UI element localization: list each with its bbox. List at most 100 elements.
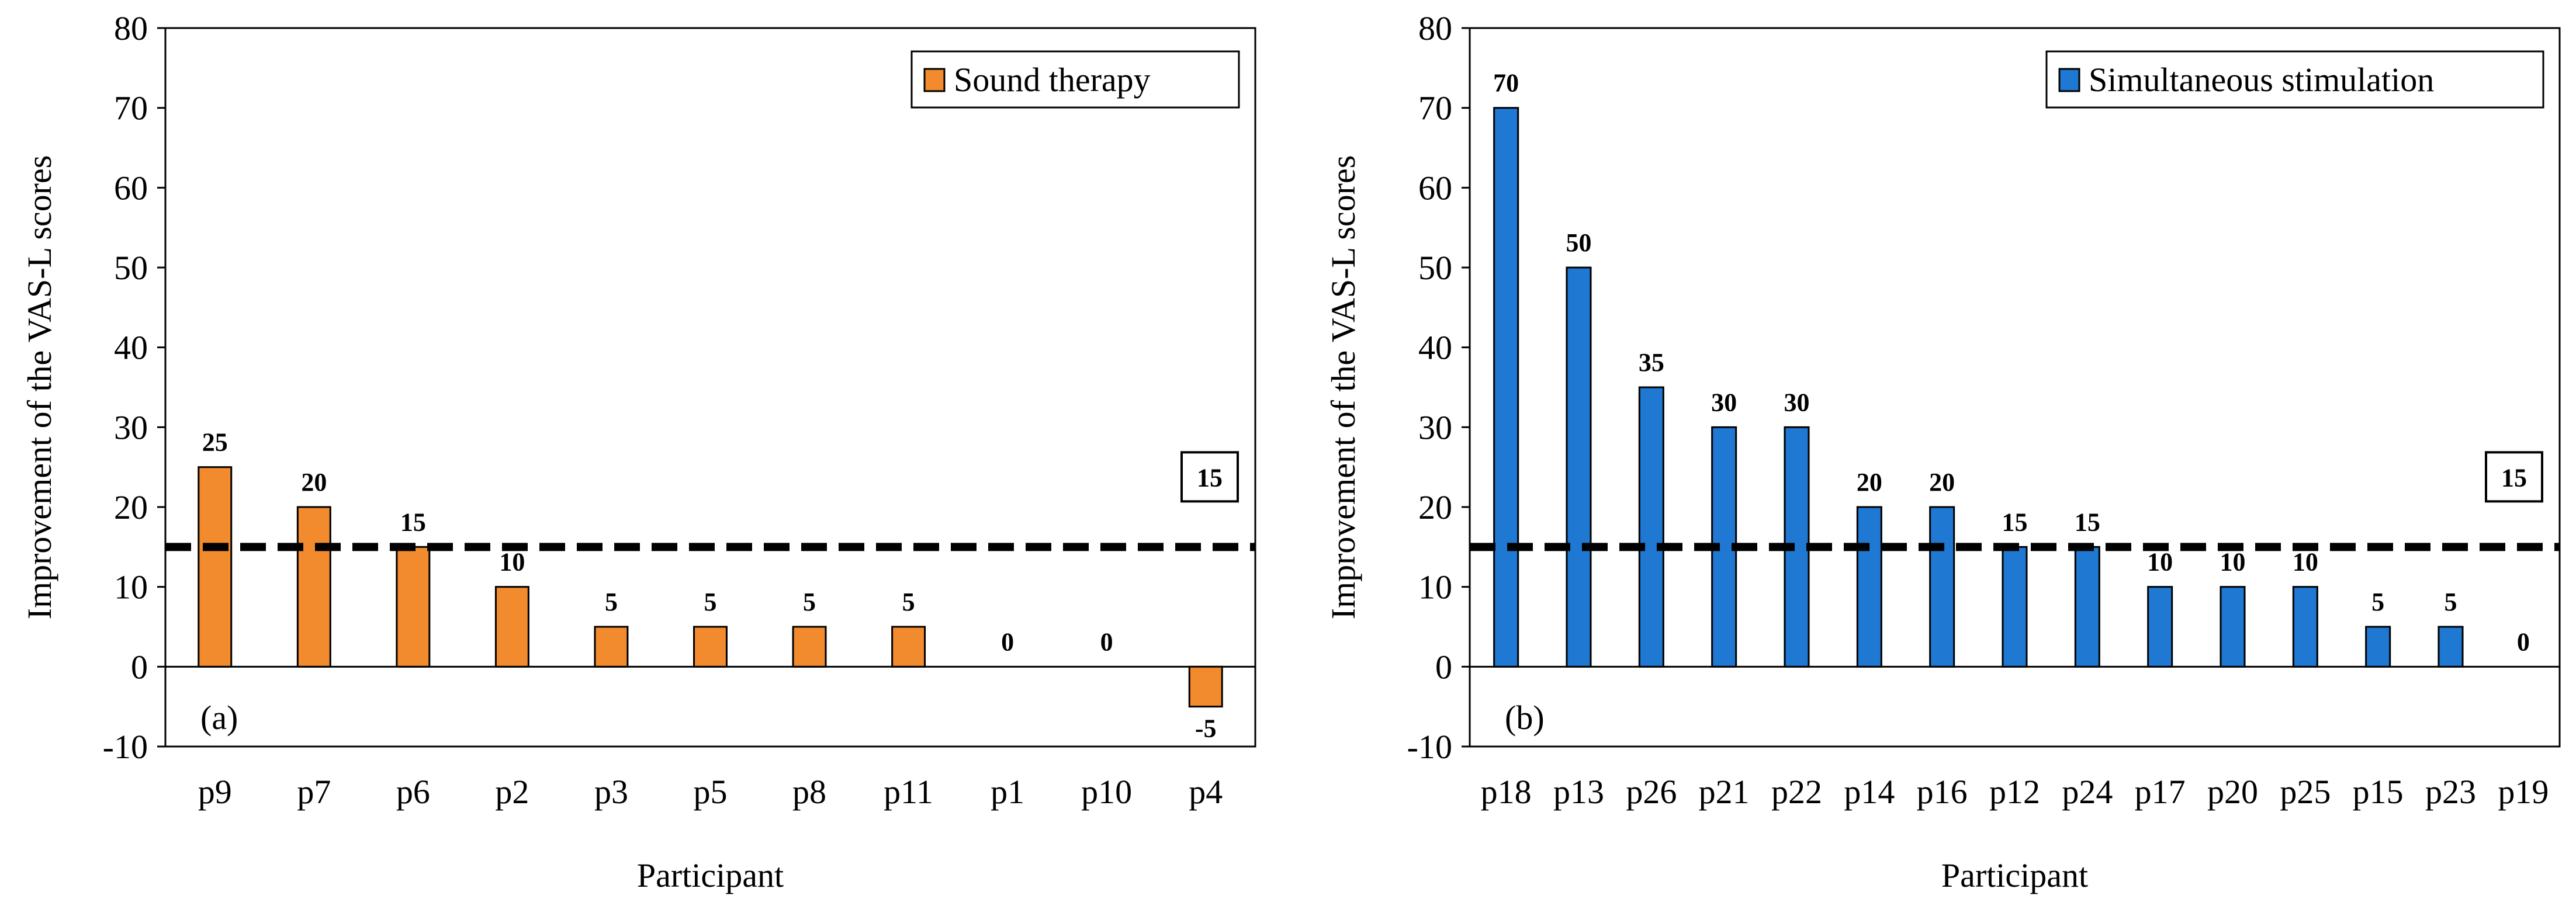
- chart-panel-a: 80706050403020100-1025p920p715p610p25p35…: [20, 9, 1256, 894]
- y-axis-title: Improvement of the VAS-L scores: [20, 155, 58, 620]
- x-tick-label-p5: p5: [694, 773, 728, 811]
- data-label-p2: 10: [499, 548, 525, 577]
- x-tick-label-p19: p19: [2498, 773, 2549, 811]
- bar-p14: [1856, 506, 1882, 668]
- data-label-p7: 20: [301, 468, 327, 497]
- y-tick-label: 60: [114, 169, 148, 207]
- chart-panel-b: 80706050403020100-1070p1850p1335p2630p21…: [1324, 9, 2561, 894]
- x-tick-label-p8: p8: [792, 773, 826, 811]
- x-tick-label-p24: p24: [2062, 773, 2113, 811]
- data-label-p5: 5: [704, 588, 717, 616]
- y-tick-label: 30: [1418, 408, 1452, 446]
- x-tick-label-p26: p26: [1626, 773, 1677, 811]
- data-label-p11: 5: [902, 588, 915, 616]
- data-label-p10: 0: [1100, 627, 1113, 656]
- panel-label: (b): [1505, 699, 1545, 737]
- data-label-p26: 35: [1639, 348, 1664, 377]
- y-tick-label: -10: [1407, 728, 1452, 766]
- x-tick-label-p7: p7: [297, 773, 331, 811]
- data-label-p17: 10: [2147, 548, 2173, 577]
- x-tick-label-p10: p10: [1081, 773, 1132, 811]
- data-label-p13: 50: [1566, 228, 1592, 257]
- y-tick-label: 60: [1418, 169, 1452, 207]
- y-tick-label: 0: [1435, 648, 1452, 686]
- bar-p3: [594, 626, 629, 668]
- bar-p12: [2002, 546, 2028, 668]
- y-tick-label: 40: [114, 329, 148, 367]
- plot-frame: [1469, 27, 2561, 748]
- data-label-p18: 70: [1493, 69, 1519, 98]
- bar-p23: [2437, 626, 2464, 668]
- data-label-p9: 25: [202, 428, 228, 457]
- threshold-label-box: [1180, 451, 1239, 503]
- bar-p4: [1188, 665, 1223, 708]
- threshold-label: 15: [2501, 463, 2527, 492]
- y-tick-label: 70: [114, 89, 148, 127]
- x-axis-title: Participant: [637, 856, 784, 894]
- x-tick-label-p1: p1: [991, 773, 1024, 811]
- bar-p24: [2074, 546, 2100, 668]
- bar-p6: [396, 546, 431, 668]
- data-label-p16: 20: [1929, 468, 1955, 497]
- data-label-p21: 30: [1711, 388, 1737, 416]
- bar-p11: [891, 626, 926, 668]
- x-tick-label-p20: p20: [2207, 773, 2258, 811]
- x-tick-label-p2: p2: [495, 773, 529, 811]
- bar-p5: [693, 626, 728, 668]
- x-tick-label-p13: p13: [1553, 773, 1604, 811]
- data-label-p19: 0: [2517, 627, 2530, 656]
- x-tick-label-p18: p18: [1481, 773, 1532, 811]
- y-tick-label: 0: [131, 648, 148, 686]
- bar-p13: [1566, 266, 1592, 668]
- data-label-p6: 15: [400, 508, 426, 536]
- bar-p2: [494, 586, 529, 668]
- y-tick-label: 10: [114, 568, 148, 606]
- data-label-p22: 30: [1784, 388, 1810, 416]
- legend-label: Simultaneous stimulation: [2089, 61, 2434, 99]
- legend-swatch: [2058, 68, 2080, 92]
- x-tick-label-p23: p23: [2425, 773, 2476, 811]
- y-tick-label: 20: [114, 488, 148, 526]
- legend-box: [2045, 50, 2544, 109]
- y-tick-label: 20: [1418, 488, 1452, 526]
- data-label-p8: 5: [803, 588, 816, 616]
- x-tick-label-p16: p16: [1917, 773, 1968, 811]
- x-tick-label-p25: p25: [2280, 773, 2331, 811]
- data-label-p23: 5: [2445, 588, 2457, 616]
- y-tick-label: 50: [1418, 249, 1452, 287]
- data-label-p25: 10: [2293, 548, 2318, 577]
- y-tick-label: 40: [1418, 329, 1452, 367]
- threshold-label: 15: [1197, 463, 1223, 492]
- y-axis-title: Improvement of the VAS-L scores: [1324, 155, 1362, 620]
- bar-p8: [792, 626, 827, 668]
- y-tick-label: 80: [114, 9, 148, 47]
- data-label-p15: 5: [2371, 588, 2384, 616]
- bar-p25: [2292, 586, 2318, 668]
- x-tick-label-p22: p22: [1771, 773, 1822, 811]
- data-label-p14: 20: [1857, 468, 1882, 497]
- legend-label: Sound therapy: [954, 61, 1151, 99]
- y-tick-label: 50: [114, 249, 148, 287]
- x-tick-label-p3: p3: [594, 773, 628, 811]
- x-tick-label-p6: p6: [396, 773, 430, 811]
- data-label-p24: 15: [2075, 508, 2100, 536]
- bar-p7: [296, 506, 331, 668]
- bar-p16: [1929, 506, 1955, 668]
- bar-p17: [2147, 586, 2173, 668]
- bar-p9: [198, 466, 233, 668]
- x-tick-label-p15: p15: [2353, 773, 2404, 811]
- y-tick-label: 30: [114, 408, 148, 446]
- y-tick-label: 10: [1418, 568, 1452, 606]
- data-label-p12: 15: [2002, 508, 2028, 536]
- plot-frame: [164, 27, 1256, 748]
- x-tick-label-p14: p14: [1844, 773, 1895, 811]
- legend-box: [910, 50, 1240, 109]
- bar-p26: [1638, 386, 1664, 668]
- panel-label: (a): [200, 699, 238, 737]
- x-axis-title: Participant: [1941, 856, 2088, 894]
- x-tick-label-p9: p9: [198, 773, 232, 811]
- legend-swatch: [923, 68, 946, 92]
- x-tick-label-p11: p11: [884, 773, 933, 811]
- y-tick-label: 70: [1418, 89, 1452, 127]
